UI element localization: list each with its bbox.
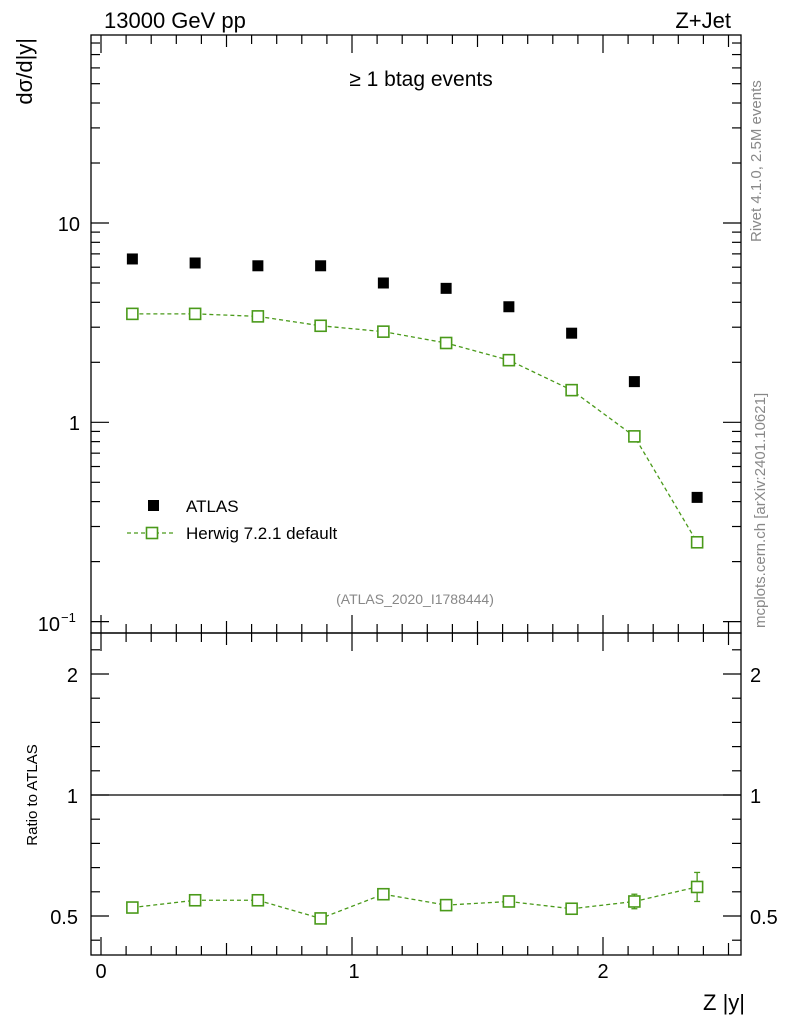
herwig-point [439, 336, 453, 350]
y-tick-label-0.1-exponent: −1 [61, 610, 76, 625]
atlas-point [628, 376, 640, 388]
ratio-y-axis-label: Ratio to ATLAS [24, 744, 41, 845]
herwig-ratio-line [132, 886, 698, 920]
herwig-ratio-point [628, 895, 641, 908]
atlas-point [566, 327, 578, 339]
herwig-ratio-point [439, 898, 453, 912]
herwig-ratio-point [188, 893, 202, 907]
plot-title: ≥ 1 btag events [349, 68, 492, 91]
atlas-point [126, 253, 138, 265]
herwig-series-ratio [126, 871, 704, 925]
atlas-point [691, 491, 703, 503]
x-axis-label: Z |y| [703, 990, 745, 1015]
x-tick-label-0: 0 [95, 961, 106, 983]
herwig-point [188, 307, 202, 321]
herwig-point [628, 430, 641, 443]
herwig-ratio-point [565, 902, 578, 916]
atlas-point [440, 282, 452, 294]
y-tick-label-0.1-base: 10 [38, 614, 60, 636]
atlas-point [503, 301, 515, 313]
herwig-series-main [126, 307, 704, 549]
herwig-point [314, 319, 327, 333]
herwig-point [502, 353, 516, 367]
ratio-y-tick-label-2-right: 2 [750, 665, 761, 687]
herwig-ratio-point [377, 887, 390, 901]
x-tick-label-1: 1 [348, 961, 359, 983]
rivet-label: Rivet 4.1.0, 2.5M events [748, 80, 765, 242]
atlas-point [377, 277, 389, 289]
ratio-y-tick-label-0.5: 0.5 [50, 907, 78, 929]
herwig-point [251, 310, 265, 323]
atlas-point [315, 260, 327, 272]
herwig-ratio-point [251, 893, 265, 907]
legend-herwig-marker [145, 526, 159, 540]
x-ticks [100, 35, 730, 955]
legend-herwig-label: Herwig 7.2.1 default [186, 524, 337, 543]
legend: ATLAS Herwig 7.2.1 default [127, 497, 337, 543]
atlas-series [126, 253, 703, 503]
atlas-point [252, 260, 264, 272]
ratio-y-tick-label-1-right: 1 [750, 786, 761, 808]
legend-atlas-label: ATLAS [186, 497, 239, 516]
header-left: 13000 GeV pp [104, 8, 246, 33]
mcplots-label: mcplots.cern.ch [arXiv:2401.10621] [752, 393, 769, 628]
ratio-y-tick-label-2: 2 [67, 665, 78, 687]
herwig-line [132, 313, 698, 543]
herwig-ratio-point [314, 912, 327, 925]
herwig-ratio-point [502, 895, 516, 908]
header-right: Z+Jet [675, 8, 731, 33]
herwig-point [377, 325, 390, 338]
y-tick-label-1: 1 [69, 413, 80, 435]
herwig-point [126, 307, 139, 321]
x-tick-label-2: 2 [597, 961, 608, 983]
herwig-ratio-point [690, 880, 704, 894]
atlas-point [189, 257, 201, 269]
herwig-point [565, 383, 578, 397]
main-y-ticks [91, 42, 741, 623]
analysis-watermark: (ATLAS_2020_I1788444) [336, 591, 494, 607]
legend-atlas-marker [148, 500, 159, 511]
herwig-ratio-point [126, 901, 139, 914]
y-tick-label-10: 10 [58, 214, 80, 236]
ratio-y-tick-label-1: 1 [67, 786, 78, 808]
main-plot-frame [90, 34, 742, 634]
ratio-plot-frame [90, 632, 742, 956]
main-y-axis-label: dσ/d|y| [12, 38, 37, 105]
ratio-y-tick-label-0.5-right: 0.5 [750, 907, 778, 929]
herwig-point [690, 535, 704, 549]
